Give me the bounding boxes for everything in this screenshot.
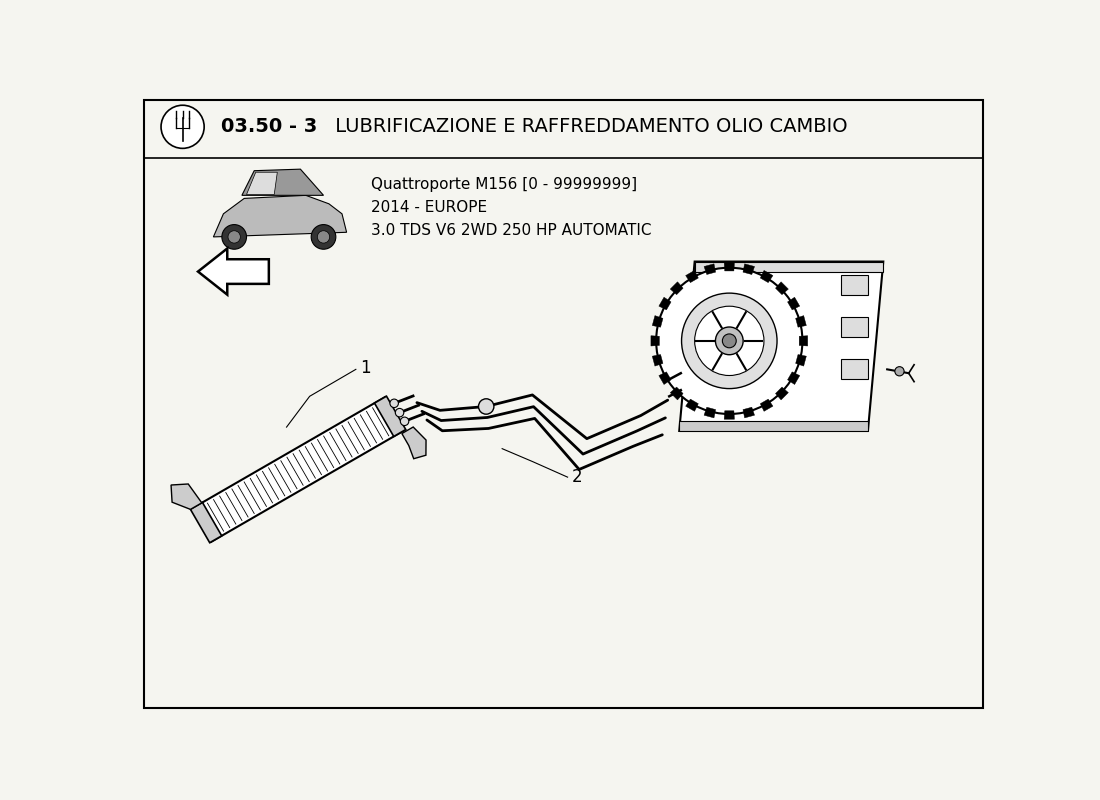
Polygon shape (800, 336, 807, 346)
Polygon shape (652, 354, 663, 366)
Polygon shape (742, 264, 755, 274)
Circle shape (389, 399, 398, 407)
Polygon shape (402, 427, 426, 458)
Polygon shape (680, 262, 883, 431)
Polygon shape (788, 298, 800, 310)
Circle shape (222, 225, 246, 250)
Text: Quattroporte M156 [0 - 99999999]: Quattroporte M156 [0 - 99999999] (372, 177, 637, 192)
Polygon shape (670, 282, 683, 294)
Polygon shape (788, 372, 800, 385)
Polygon shape (191, 397, 405, 542)
Polygon shape (652, 316, 663, 327)
Polygon shape (685, 270, 698, 282)
Circle shape (656, 268, 802, 414)
Polygon shape (704, 264, 716, 274)
Circle shape (400, 417, 409, 426)
Polygon shape (190, 502, 222, 542)
Circle shape (317, 230, 330, 243)
Polygon shape (776, 282, 789, 294)
Polygon shape (659, 372, 671, 385)
Polygon shape (776, 387, 789, 400)
Polygon shape (213, 195, 346, 237)
Polygon shape (374, 396, 406, 437)
Circle shape (695, 306, 763, 375)
Polygon shape (242, 169, 323, 195)
Text: 1: 1 (360, 359, 371, 377)
Circle shape (894, 366, 904, 376)
Text: 2: 2 (572, 468, 582, 486)
Polygon shape (680, 421, 868, 431)
Polygon shape (170, 484, 201, 510)
Polygon shape (704, 407, 716, 418)
Polygon shape (742, 407, 755, 418)
Circle shape (478, 398, 494, 414)
Text: 2014 - EUROPE: 2014 - EUROPE (372, 200, 487, 215)
Polygon shape (795, 316, 806, 327)
Bar (840, 274, 868, 294)
Circle shape (723, 334, 736, 348)
Circle shape (715, 327, 744, 354)
Polygon shape (760, 270, 773, 282)
Circle shape (161, 106, 205, 148)
Polygon shape (651, 336, 659, 346)
Polygon shape (695, 262, 883, 271)
Polygon shape (670, 387, 683, 400)
Polygon shape (198, 249, 268, 294)
Text: 3.0 TDS V6 2WD 250 HP AUTOMATIC: 3.0 TDS V6 2WD 250 HP AUTOMATIC (372, 223, 651, 238)
Circle shape (682, 293, 777, 389)
Polygon shape (724, 262, 735, 271)
Polygon shape (659, 298, 671, 310)
Circle shape (228, 230, 240, 243)
Polygon shape (724, 410, 735, 419)
Circle shape (395, 409, 404, 417)
Bar (840, 359, 868, 379)
Polygon shape (246, 172, 277, 194)
Polygon shape (685, 399, 698, 411)
Text: 03.50 - 3: 03.50 - 3 (221, 118, 318, 136)
Text: LUBRIFICAZIONE E RAFFREDDAMENTO OLIO CAMBIO: LUBRIFICAZIONE E RAFFREDDAMENTO OLIO CAM… (329, 118, 847, 136)
Bar (840, 317, 868, 337)
Circle shape (311, 225, 336, 250)
Polygon shape (795, 354, 806, 366)
Polygon shape (760, 399, 773, 411)
